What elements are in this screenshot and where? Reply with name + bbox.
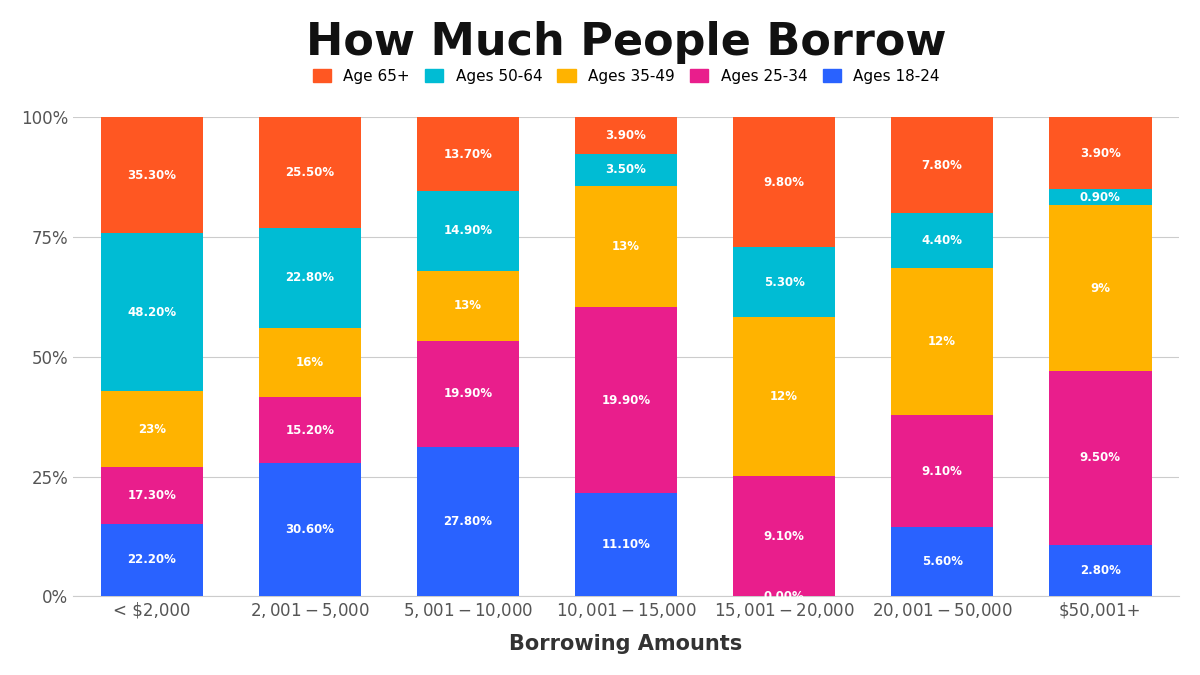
Bar [1049, 205, 1152, 371]
Bar [733, 317, 835, 476]
Bar [890, 117, 994, 213]
Bar [259, 117, 361, 228]
Text: 48.20%: 48.20% [127, 306, 176, 319]
Text: 9%: 9% [1090, 281, 1110, 294]
Text: 23%: 23% [138, 423, 166, 435]
Text: 4.40%: 4.40% [922, 234, 962, 247]
Text: 13%: 13% [612, 240, 640, 253]
Legend: Age 65+, Ages 50-64, Ages 35-49, Ages 25-34, Ages 18-24: Age 65+, Ages 50-64, Ages 35-49, Ages 25… [306, 63, 946, 90]
Text: 25.50%: 25.50% [286, 166, 335, 180]
Bar [416, 191, 520, 271]
Text: 3.90%: 3.90% [1080, 146, 1121, 159]
Bar [101, 233, 203, 392]
Bar [733, 117, 835, 247]
Text: 13.70%: 13.70% [444, 148, 492, 161]
Bar [1049, 117, 1152, 189]
Text: 12%: 12% [928, 335, 956, 348]
Text: 15.20%: 15.20% [286, 424, 335, 437]
Text: 9.80%: 9.80% [763, 176, 804, 189]
Bar [101, 467, 203, 524]
Text: 12%: 12% [770, 390, 798, 403]
Bar [575, 186, 678, 308]
Bar [101, 524, 203, 597]
Text: 0.00%: 0.00% [763, 590, 804, 603]
Text: 14.90%: 14.90% [444, 224, 492, 238]
Text: 35.30%: 35.30% [127, 169, 176, 182]
Text: 2.80%: 2.80% [1080, 564, 1121, 577]
Bar [1049, 545, 1152, 597]
Bar [259, 327, 361, 397]
Bar [416, 117, 520, 191]
Bar [416, 448, 520, 597]
Bar [416, 271, 520, 340]
Bar [259, 397, 361, 463]
Bar [1049, 189, 1152, 205]
Bar [101, 117, 203, 233]
Bar [733, 247, 835, 317]
Bar [101, 392, 203, 467]
Text: 5.30%: 5.30% [763, 275, 804, 289]
Text: 9.10%: 9.10% [922, 465, 962, 478]
Text: 7.80%: 7.80% [922, 159, 962, 172]
Text: 16%: 16% [296, 356, 324, 369]
Bar [733, 476, 835, 597]
Text: 3.50%: 3.50% [606, 163, 647, 176]
Bar [1049, 371, 1152, 545]
Text: 11.10%: 11.10% [601, 538, 650, 551]
Text: 22.80%: 22.80% [286, 271, 335, 284]
Bar [259, 463, 361, 597]
Text: 9.10%: 9.10% [763, 530, 804, 543]
Text: 0.90%: 0.90% [1080, 190, 1121, 204]
Title: How Much People Borrow: How Much People Borrow [306, 21, 947, 64]
Bar [575, 308, 678, 493]
Text: 22.20%: 22.20% [127, 554, 176, 566]
Bar [575, 154, 678, 186]
Text: 5.60%: 5.60% [922, 556, 962, 568]
Text: 27.80%: 27.80% [444, 515, 492, 529]
Text: 30.60%: 30.60% [286, 523, 335, 537]
Bar [575, 117, 678, 154]
Bar [890, 267, 994, 415]
Bar [575, 493, 678, 597]
Text: 17.30%: 17.30% [127, 489, 176, 502]
Bar [890, 527, 994, 597]
Bar [416, 340, 520, 448]
Bar [259, 228, 361, 327]
Text: 19.90%: 19.90% [444, 387, 492, 400]
Bar [890, 213, 994, 267]
Text: 19.90%: 19.90% [601, 394, 650, 407]
Bar [890, 415, 994, 527]
Text: 3.90%: 3.90% [606, 129, 647, 142]
Text: 9.50%: 9.50% [1080, 452, 1121, 464]
Text: 13%: 13% [454, 299, 482, 312]
X-axis label: Borrowing Amounts: Borrowing Amounts [510, 634, 743, 654]
